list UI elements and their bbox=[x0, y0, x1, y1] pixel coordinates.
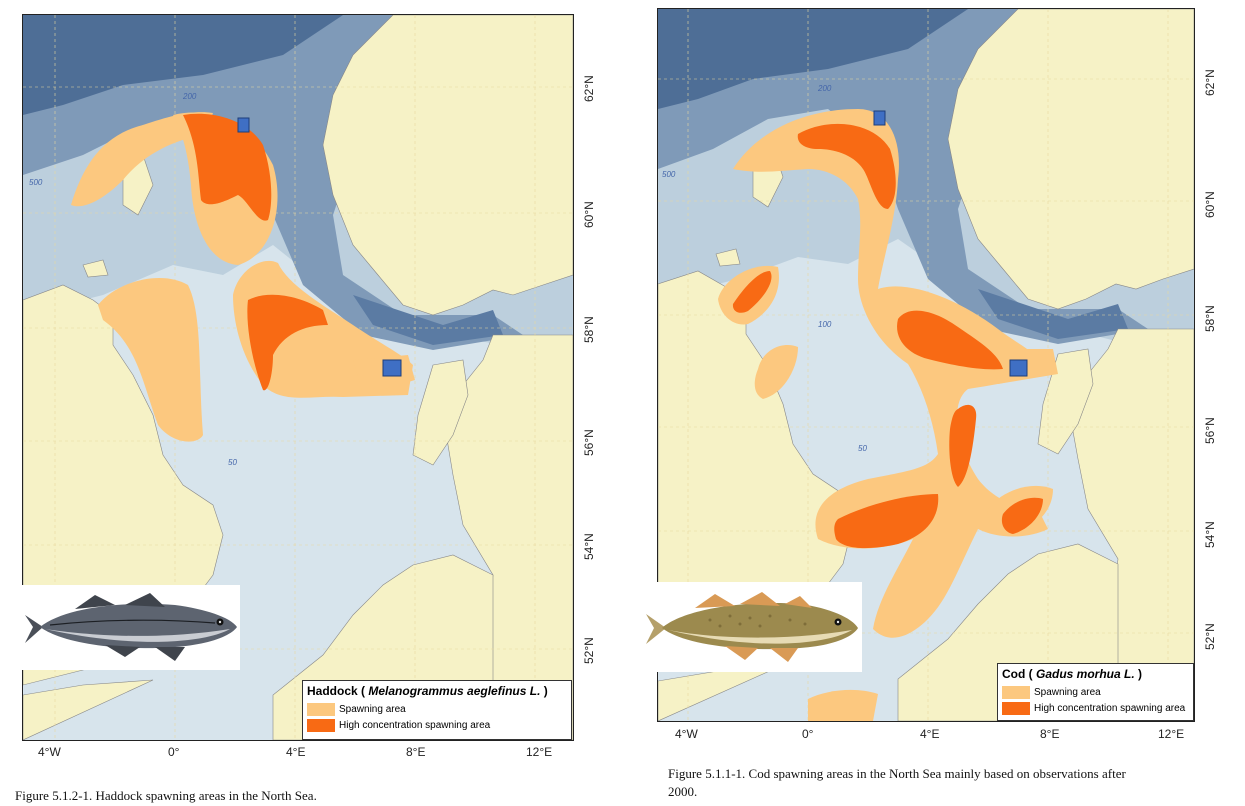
haddock-lon-4w: 4°W bbox=[38, 745, 61, 759]
haddock-caption: Figure 5.1.2-1. Haddock spawning areas i… bbox=[15, 788, 317, 803]
cod-legend-title: Cod ( Gadus morhua L. ) bbox=[1002, 667, 1143, 681]
haddock-high-concentration-areas bbox=[183, 113, 328, 391]
haddock-legend: Haddock ( Melanogrammus aeglefinus L. ) … bbox=[302, 680, 572, 740]
haddock-lat-62: 62°N bbox=[582, 75, 596, 102]
cod-high-concentration-areas bbox=[732, 123, 1043, 549]
cod-lat-56: 56°N bbox=[1203, 417, 1217, 444]
high-concentration-swatch bbox=[1002, 702, 1030, 715]
cod-lon-4e: 4°E bbox=[920, 727, 940, 741]
svg-text:200: 200 bbox=[817, 84, 832, 93]
cod-map-svg: 200 500 100 50 bbox=[658, 9, 1194, 721]
haddock-panel: 200 500 100 50 62°N 60°N 58°N 56°N 54°N bbox=[0, 0, 610, 806]
cod-panel: 200 500 100 50 bbox=[640, 0, 1245, 806]
haddock-lat-58: 58°N bbox=[582, 316, 596, 343]
svg-text:100: 100 bbox=[818, 320, 832, 329]
haddock-lat-56: 56°N bbox=[582, 429, 596, 456]
high-concentration-swatch bbox=[307, 719, 335, 732]
cod-marker-skagerrak bbox=[1009, 359, 1028, 377]
haddock-image bbox=[15, 585, 240, 670]
cod-lat-54: 54°N bbox=[1203, 521, 1217, 548]
haddock-legend-high: High concentration spawning area bbox=[307, 719, 567, 732]
haddock-legend-title: Haddock ( Melanogrammus aeglefinus L. ) bbox=[307, 684, 548, 698]
cod-lat-58: 58°N bbox=[1203, 305, 1217, 332]
haddock-lon-4e: 4°E bbox=[286, 745, 306, 759]
cod-legend: Cod ( Gadus morhua L. ) Spawning area Hi… bbox=[997, 663, 1194, 721]
haddock-marker-skagerrak bbox=[382, 359, 402, 377]
svg-text:50: 50 bbox=[858, 444, 867, 453]
spawning-swatch bbox=[1002, 686, 1030, 699]
cod-image bbox=[640, 582, 862, 672]
haddock-lon-12e: 12°E bbox=[526, 745, 553, 759]
haddock-legend-spawning: Spawning area bbox=[307, 703, 567, 716]
cod-lon-0: 0° bbox=[802, 727, 814, 741]
spawning-swatch bbox=[307, 703, 335, 716]
svg-text:500: 500 bbox=[662, 170, 676, 179]
cod-caption-line2: 2000. bbox=[668, 784, 698, 799]
svg-text:500: 500 bbox=[29, 178, 43, 187]
haddock-lat-52: 52°N bbox=[582, 637, 596, 664]
cod-map: 200 500 100 50 bbox=[657, 8, 1195, 722]
cod-lon-12e: 12°E bbox=[1158, 727, 1185, 741]
cod-legend-spawning: Spawning area bbox=[1002, 686, 1189, 699]
haddock-lat-54: 54°N bbox=[582, 533, 596, 560]
svg-text:50: 50 bbox=[228, 458, 237, 467]
svg-text:200: 200 bbox=[182, 92, 197, 101]
haddock-lat-60: 60°N bbox=[582, 201, 596, 228]
cod-marker-north bbox=[873, 110, 886, 126]
haddock-lon-0: 0° bbox=[168, 745, 180, 759]
cod-lon-4w: 4°W bbox=[675, 727, 698, 741]
cod-caption-line1: Figure 5.1.1-1. Cod spawning areas in th… bbox=[668, 766, 1126, 781]
cod-lat-62: 62°N bbox=[1203, 69, 1217, 96]
cod-lon-8e: 8°E bbox=[1040, 727, 1060, 741]
haddock-marker-north bbox=[237, 117, 250, 133]
cod-legend-high: High concentration spawning area bbox=[1002, 702, 1189, 715]
cod-lat-52: 52°N bbox=[1203, 623, 1217, 650]
cod-lat-60: 60°N bbox=[1203, 191, 1217, 218]
haddock-lon-8e: 8°E bbox=[406, 745, 426, 759]
